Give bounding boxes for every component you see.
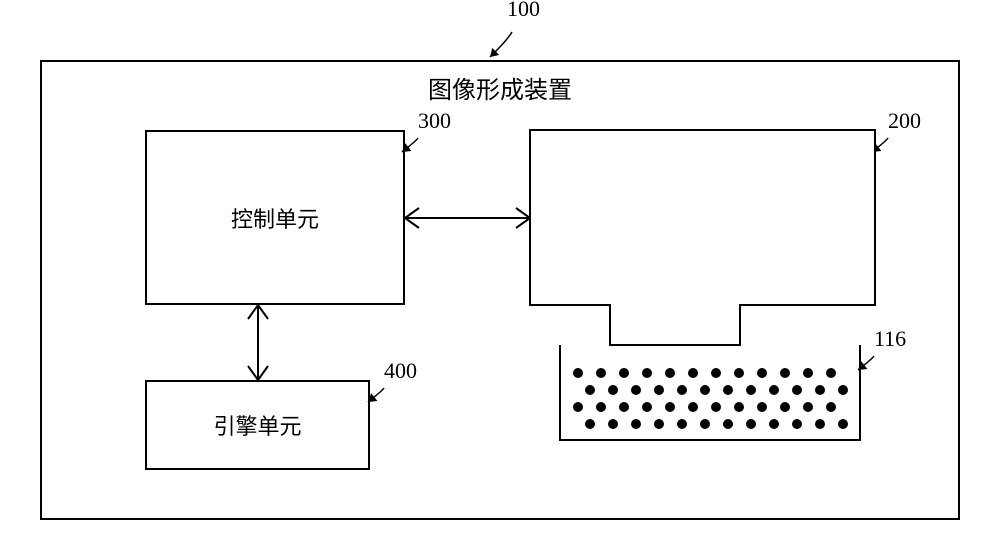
control-unit-box: 控制单元 — [145, 130, 405, 305]
outer-title: 图像形成装置 — [428, 70, 572, 105]
diagram-canvas: 图像形成装置 100 控制单元 300 检测单元 200 引擎单元 400 11… — [0, 0, 1000, 552]
engine-ref-number: 400 — [384, 358, 417, 384]
container-ref-number: 116 — [874, 326, 906, 352]
engine-unit-box: 引擎单元 — [145, 380, 370, 470]
outer-ref-number: 100 — [507, 0, 540, 22]
engine-unit-label: 引擎单元 — [213, 409, 301, 441]
detect-ref-number: 200 — [888, 108, 921, 134]
control-unit-label: 控制单元 — [231, 202, 319, 234]
detect-unit-label: 检测单元 — [658, 206, 746, 238]
control-ref-number: 300 — [418, 108, 451, 134]
